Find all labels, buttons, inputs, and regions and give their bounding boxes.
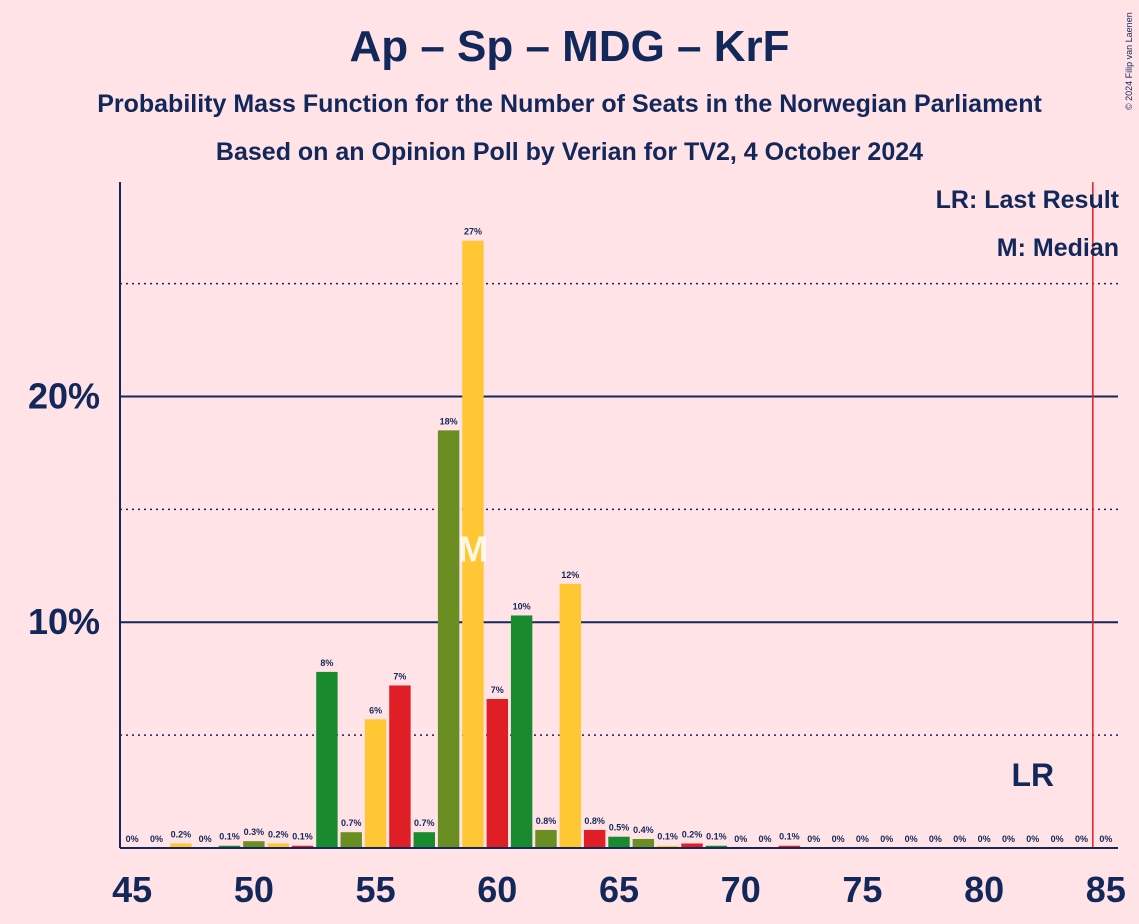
bar bbox=[510, 615, 533, 848]
bar bbox=[340, 832, 362, 848]
median-marker: M bbox=[458, 528, 488, 569]
bar bbox=[413, 832, 435, 848]
bar-value-label: 8% bbox=[320, 658, 333, 668]
bar-value-label: 0% bbox=[1099, 834, 1112, 844]
x-tick-label: 55 bbox=[356, 869, 396, 910]
bar-value-label: 0.8% bbox=[584, 816, 605, 826]
bar-value-label: 0% bbox=[126, 834, 139, 844]
bar-value-label: 27% bbox=[464, 227, 482, 237]
bar-value-label: 0.8% bbox=[536, 816, 557, 826]
x-tick-label: 50 bbox=[234, 869, 274, 910]
bar-value-label: 10% bbox=[513, 601, 531, 611]
bar-value-label: 0% bbox=[150, 834, 163, 844]
x-tick-label: 70 bbox=[721, 869, 761, 910]
bar bbox=[632, 838, 655, 848]
chart-title: Ap – Sp – MDG – KrF bbox=[349, 22, 790, 71]
legend-median: M: Median bbox=[996, 234, 1119, 262]
x-tick-label: 75 bbox=[842, 869, 882, 910]
bar bbox=[389, 685, 411, 848]
bar bbox=[437, 430, 460, 848]
bar-labels-layer: 0% 0% 0.2% 0% 0.1% 0.3% 0.2% 0.1%8%0.7%6%7%0.7%… bbox=[126, 227, 1113, 844]
x-tick-label: 45 bbox=[112, 869, 152, 910]
bar-value-label: 0.1% bbox=[292, 832, 313, 842]
bar-value-label: 0% bbox=[978, 834, 991, 844]
bar-value-label: 0% bbox=[905, 834, 918, 844]
bar-value-label: 0.7% bbox=[341, 818, 362, 828]
bars-layer bbox=[170, 240, 801, 848]
y-tick-label: 20% bbox=[28, 375, 100, 416]
bar bbox=[170, 843, 192, 848]
bar-value-label: 0.5% bbox=[609, 823, 630, 833]
bar bbox=[364, 719, 387, 848]
bar-value-label: 18% bbox=[440, 416, 458, 426]
axis-layer: 10% 20% 45 50 55 60 65 70 75 80 85 bbox=[28, 182, 1126, 910]
bar bbox=[559, 583, 582, 848]
legend-last-result: LR: Last Result bbox=[935, 186, 1119, 214]
bar-value-label: 0% bbox=[759, 834, 772, 844]
bar-value-label: 0% bbox=[880, 834, 893, 844]
bar-value-label: 0% bbox=[1002, 834, 1015, 844]
bar bbox=[681, 843, 703, 848]
bar bbox=[608, 836, 630, 848]
x-tick-label: 65 bbox=[599, 869, 639, 910]
bar bbox=[583, 829, 606, 848]
bar-value-label: 0.1% bbox=[657, 832, 678, 842]
bar-value-label: 12% bbox=[561, 570, 579, 580]
bar-value-label: 0.7% bbox=[414, 818, 435, 828]
bar-value-label: 6% bbox=[369, 705, 382, 715]
bar-value-label: 7% bbox=[491, 685, 504, 695]
bar bbox=[486, 698, 509, 848]
bar bbox=[656, 845, 679, 848]
chart-subtitle-1: Probability Mass Function for the Number… bbox=[97, 90, 1042, 118]
bar-value-label: 0% bbox=[199, 834, 212, 844]
bar-value-label: 0% bbox=[807, 834, 820, 844]
bar bbox=[778, 845, 801, 848]
bar-value-label: 0.1% bbox=[219, 832, 240, 842]
bar bbox=[243, 841, 265, 848]
bar bbox=[218, 845, 241, 848]
bar bbox=[705, 845, 728, 848]
bar-value-label: 0.2% bbox=[682, 829, 703, 839]
x-tick-label: 80 bbox=[964, 869, 1004, 910]
bar-value-label: 0% bbox=[953, 834, 966, 844]
grid-layer bbox=[120, 182, 1118, 848]
bar bbox=[535, 829, 557, 848]
bar-value-label: 7% bbox=[393, 671, 406, 681]
bar-value-label: 0.1% bbox=[779, 832, 800, 842]
bar-value-label: 0% bbox=[1051, 834, 1064, 844]
bar-value-label: 0% bbox=[1026, 834, 1039, 844]
x-tick-label: 85 bbox=[1086, 869, 1126, 910]
bar bbox=[267, 843, 289, 848]
bar-value-label: 0.2% bbox=[268, 829, 289, 839]
bar-value-label: 0% bbox=[734, 834, 747, 844]
bar-value-label: 0.3% bbox=[244, 827, 265, 837]
bar-value-label: 0% bbox=[856, 834, 869, 844]
bar bbox=[316, 671, 338, 848]
bar bbox=[462, 240, 484, 848]
bar-value-label: 0% bbox=[1075, 834, 1088, 844]
x-tick-label: 60 bbox=[477, 869, 517, 910]
bar-value-label: 0% bbox=[929, 834, 942, 844]
bar bbox=[291, 845, 314, 848]
bar-value-label: 0% bbox=[832, 834, 845, 844]
last-result-label: LR bbox=[1011, 757, 1054, 793]
bar-value-label: 0.2% bbox=[171, 829, 192, 839]
bar-value-label: 0.1% bbox=[706, 832, 727, 842]
chart-subtitle-2: Based on an Opinion Poll by Verian for T… bbox=[215, 138, 924, 166]
bar-value-label: 0.4% bbox=[633, 825, 654, 835]
y-tick-label: 10% bbox=[28, 601, 100, 642]
